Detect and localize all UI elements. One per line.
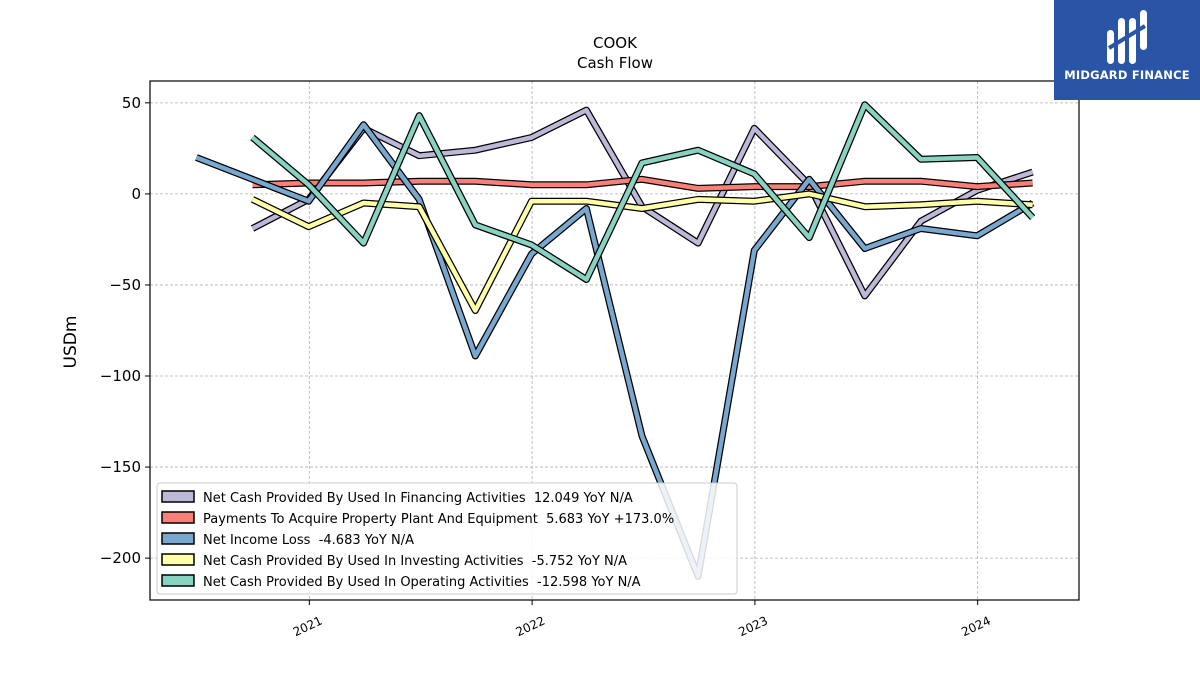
brand-logo: MIDGARD FINANCE: [1054, 0, 1200, 100]
legend-entry: Payments To Acquire Property Plant And E…: [203, 512, 674, 527]
legend-entry: Net Cash Provided By Used In Investing A…: [203, 554, 627, 569]
y-axis-label: USDm: [61, 316, 81, 369]
legend-swatch: [161, 553, 195, 566]
x-tick-label: 2021: [291, 614, 325, 640]
series-line-5: [251, 102, 1035, 282]
legend-swatch: [161, 574, 195, 587]
y-tick-label: −200: [100, 549, 141, 567]
y-tick-label: −100: [100, 367, 141, 385]
legend-swatch: [161, 511, 195, 524]
series-outline-4: [250, 190, 1033, 314]
y-tick-label: 0: [131, 185, 141, 203]
brand-mark-icon: [1107, 10, 1147, 64]
legend-swatch: [161, 532, 195, 545]
legend-entry: Net Cash Provided By Used In Operating A…: [203, 575, 641, 590]
legend-box: [156, 482, 738, 595]
y-tick-label: −50: [109, 276, 141, 294]
legend-entry: Net Cash Provided By Used In Financing A…: [203, 491, 633, 506]
chart-title: COOK: [593, 34, 638, 52]
y-axis: 50 0 −50 −100 −150 −200: [100, 94, 150, 567]
x-tick-label: 2022: [514, 614, 548, 640]
y-tick-label: −150: [100, 458, 141, 476]
x-tick-label: 2023: [736, 614, 770, 640]
legend: Net Cash Provided By Used In Financing A…: [156, 482, 738, 595]
series-lines: [195, 101, 1036, 580]
legend-swatch: [161, 490, 195, 503]
series-line-3: [195, 122, 1034, 579]
series-line-2: [252, 177, 1033, 191]
x-tick-label: 2024: [959, 614, 993, 640]
x-axis: 2021 2022 2023 2024: [291, 600, 993, 639]
plot-frame: [149, 80, 1080, 601]
legend-entry: Net Income Loss -4.683 YoY N/A: [203, 533, 414, 548]
y-tick-label: 50: [122, 94, 141, 112]
chart-subtitle: Cash Flow: [577, 54, 653, 72]
brand-name: MIDGARD FINANCE: [1064, 68, 1190, 82]
